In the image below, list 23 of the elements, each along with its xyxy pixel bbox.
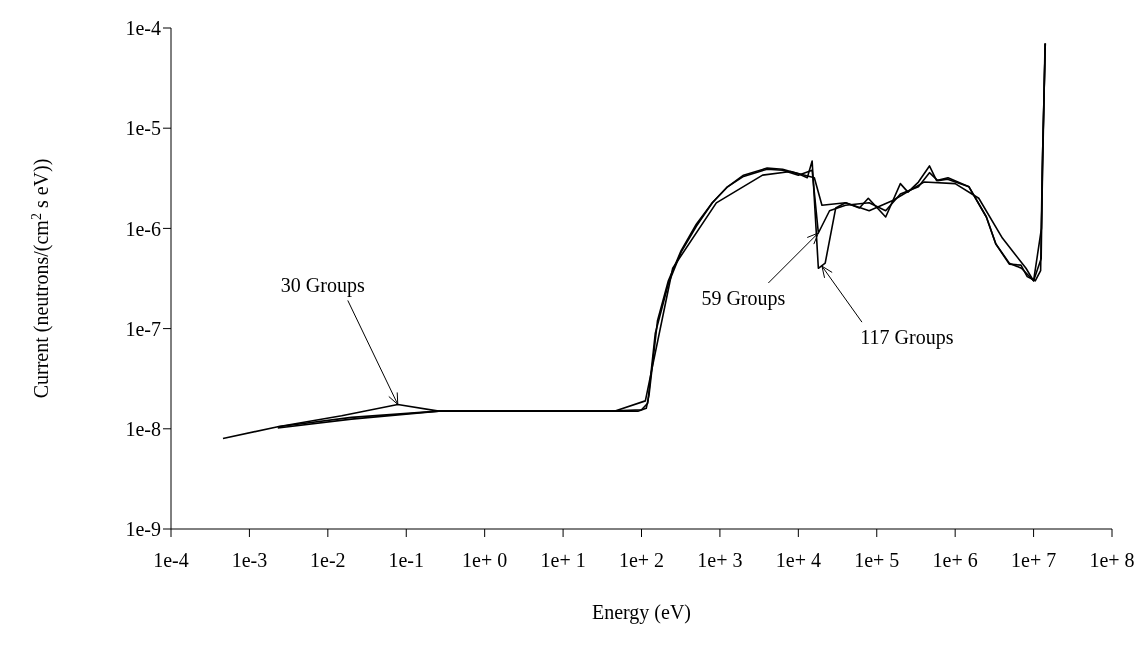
x-tick-label: 1e-1	[388, 549, 425, 572]
x-tick-label: 1e+ 8	[1089, 549, 1135, 572]
y-tick-label: 1e-4	[125, 17, 161, 40]
x-tick-label: 1e+ 3	[697, 549, 743, 572]
x-tick-label: 1e+ 2	[618, 549, 665, 572]
x-tick-label: 1e-4	[153, 549, 189, 572]
x-tick-label: 1e-2	[310, 549, 346, 572]
y-tick-label: 1e-7	[125, 317, 161, 340]
annotation: 30 Groups	[280, 274, 365, 298]
y-tick-label: 1e-8	[125, 417, 161, 440]
x-tick-label: 1e+ 6	[932, 549, 978, 572]
y-tick-label: 1e-6	[125, 217, 161, 240]
x-tick-label: 1e+ 1	[540, 549, 586, 572]
annotation: 117 Groups	[860, 326, 954, 350]
x-tick-label: 1e+ 0	[462, 549, 508, 572]
annotation: 59 Groups	[701, 286, 786, 310]
x-tick-label: 1e+ 7	[1011, 549, 1057, 572]
x-tick-label: 1e+ 5	[854, 549, 900, 572]
x-tick-label: 1e+ 4	[775, 549, 821, 572]
x-tick-label: 1e-3	[231, 549, 268, 572]
y-tick-label: 1e-9	[125, 518, 161, 541]
x-axis-title: Energy (eV)	[591, 601, 692, 624]
y-tick-label: 1e-5	[125, 117, 161, 140]
